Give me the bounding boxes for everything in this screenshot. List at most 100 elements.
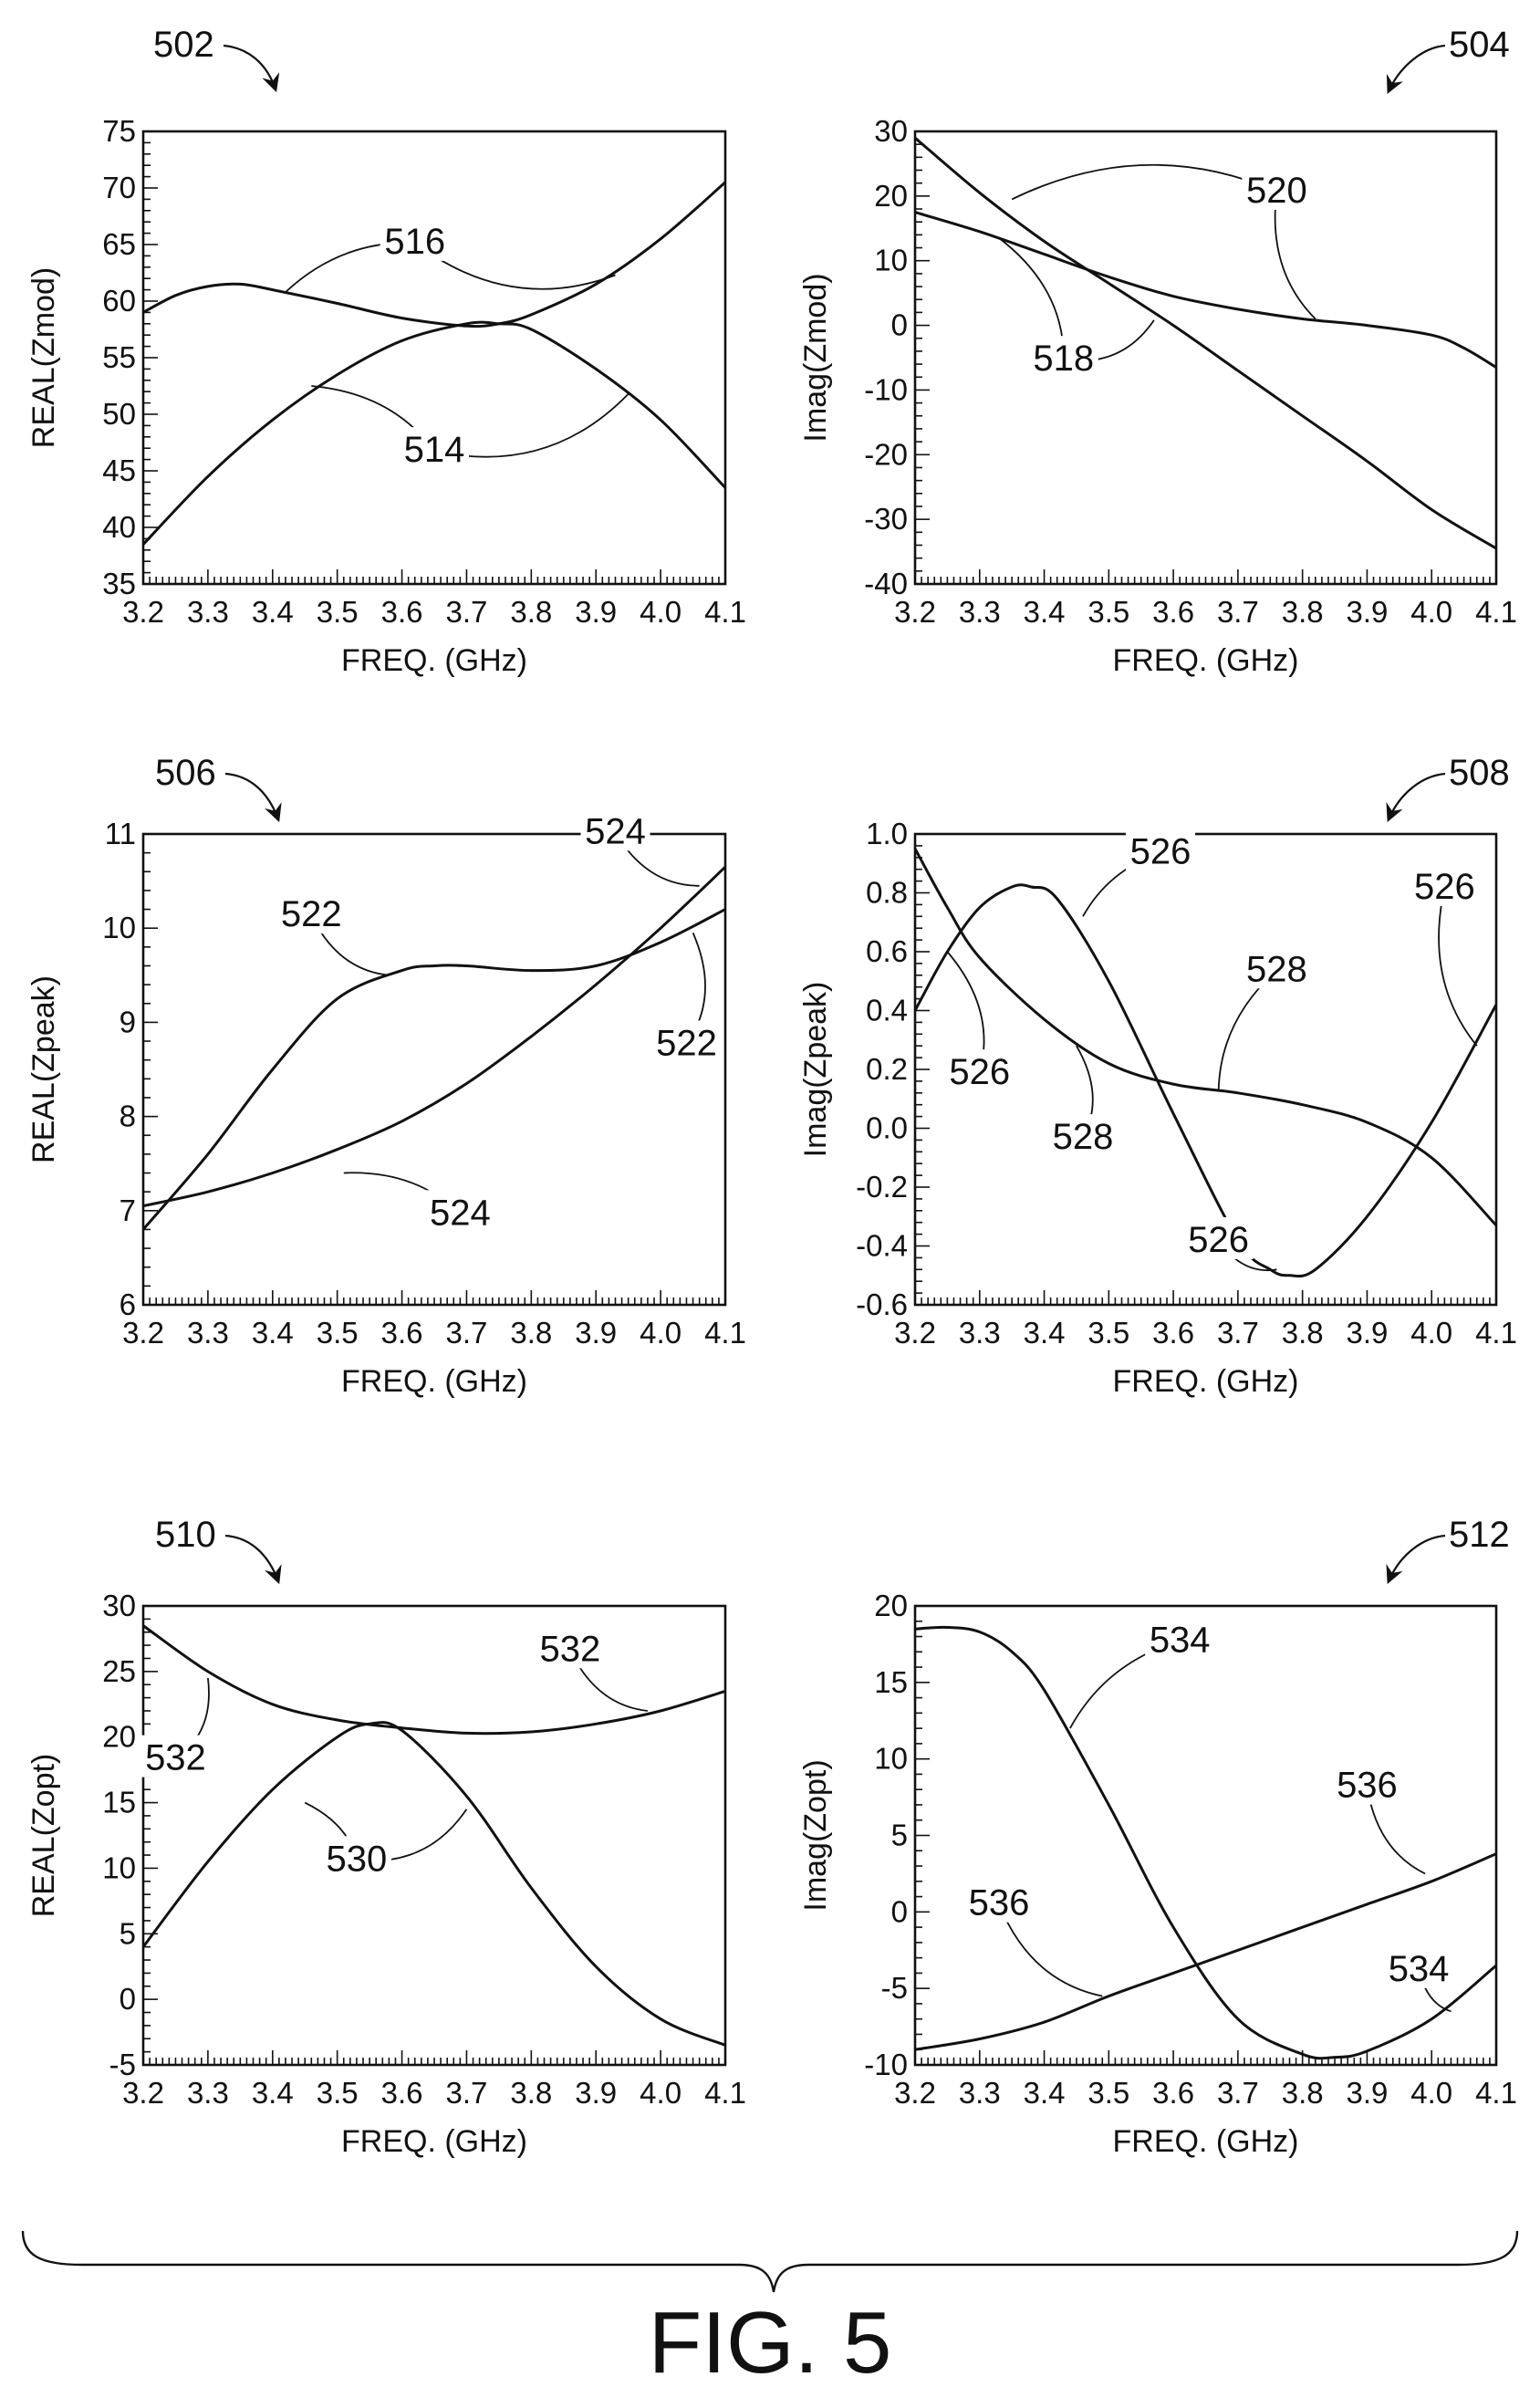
x-tick-label: 3.9 — [1347, 595, 1389, 629]
y-tick-label: 0.6 — [866, 934, 908, 968]
callout-label: 528 — [1053, 1117, 1114, 1157]
callout-label: 526 — [1130, 831, 1191, 871]
x-tick-label: 3.2 — [894, 595, 936, 629]
series-line-532 — [143, 1624, 725, 1736]
chart-ref-label: 506 — [155, 753, 216, 793]
callout-label: 534 — [1389, 1949, 1450, 1989]
y-tick-label: 10 — [102, 911, 136, 944]
series-line-526 — [915, 883, 1496, 1278]
y-tick-label: 7 — [120, 1194, 136, 1227]
y-tick-label: -0.4 — [856, 1229, 908, 1263]
x-tick-label: 3.5 — [317, 595, 359, 629]
x-tick-label: 3.8 — [510, 595, 552, 629]
y-tick-label: 8 — [120, 1100, 136, 1133]
callout-backing — [1410, 863, 1480, 906]
x-tick-label: 3.6 — [1152, 2076, 1194, 2110]
y-tick-label: 20 — [874, 1589, 908, 1622]
callout-label: 530 — [327, 1839, 388, 1879]
callout-leader — [1438, 887, 1478, 1047]
x-tick-label: 3.3 — [187, 595, 229, 629]
y-axis-label: REAL(Zpeak) — [26, 975, 61, 1163]
y-tick-label: 0 — [120, 1982, 136, 2016]
callout-backing — [651, 1020, 722, 1063]
x-tick-label: 3.6 — [1152, 595, 1194, 629]
series-line-520 — [915, 211, 1496, 369]
x-tick-label: 3.9 — [575, 2076, 617, 2110]
callout-backing — [1384, 1945, 1454, 1988]
callout-backing — [425, 1190, 495, 1233]
x-tick-label: 4.1 — [1475, 2076, 1517, 2110]
y-tick-label: 10 — [874, 1742, 908, 1776]
y-tick-label: 65 — [102, 227, 136, 261]
x-tick-label: 4.1 — [1475, 1316, 1517, 1350]
y-tick-label: 0.0 — [866, 1111, 908, 1145]
y-tick-label: 0 — [891, 1894, 908, 1928]
x-tick-label: 3.6 — [381, 595, 423, 629]
x-axis-label: FREQ. (GHz) — [341, 643, 527, 678]
callout-backing — [140, 1735, 211, 1777]
callout-label: 526 — [1414, 867, 1475, 907]
callout-backing — [276, 891, 347, 934]
x-tick-label: 3.7 — [1217, 595, 1259, 629]
callout-label: 522 — [656, 1024, 717, 1064]
x-axis-label: FREQ. (GHz) — [1113, 643, 1299, 678]
callout-backing — [1145, 1617, 1215, 1660]
callout-leader — [1011, 163, 1277, 201]
x-tick-label: 3.8 — [1282, 595, 1324, 629]
x-tick-label: 4.0 — [1410, 1316, 1452, 1350]
y-tick-label: -30 — [864, 502, 908, 536]
y-tick-label: 70 — [102, 171, 136, 204]
y-tick-label: 50 — [102, 397, 136, 431]
x-tick-label: 3.9 — [575, 1316, 617, 1350]
chart-ref-label: 508 — [1449, 753, 1510, 793]
x-tick-label: 3.2 — [894, 2076, 936, 2110]
y-axis-label: REAL(Zopt) — [26, 1754, 61, 1918]
y-tick-label: 0 — [891, 308, 908, 342]
x-tick-label: 3.7 — [1217, 1316, 1259, 1350]
chart-ref-arrow — [1386, 44, 1446, 94]
x-axis-label: FREQ. (GHz) — [1113, 1364, 1299, 1399]
callout-label: 534 — [1150, 1620, 1211, 1660]
y-tick-label: 6 — [120, 1287, 136, 1321]
x-tick-label: 3.7 — [1217, 2076, 1259, 2110]
x-tick-label: 3.6 — [381, 2076, 423, 2110]
y-tick-label: -20 — [864, 437, 908, 471]
chart-ref-arrow — [224, 772, 282, 823]
x-tick-label: 3.4 — [252, 2076, 294, 2110]
callout-backing — [535, 1626, 605, 1669]
x-axis-label: FREQ. (GHz) — [1113, 2124, 1299, 2159]
x-tick-label: 3.7 — [446, 2076, 488, 2110]
y-tick-label: 15 — [874, 1665, 908, 1699]
y-tick-label: 15 — [102, 1786, 136, 1819]
callout-backing — [1125, 829, 1195, 871]
y-tick-label: 20 — [102, 1720, 136, 1754]
callout-label: 520 — [1246, 171, 1307, 211]
callout-label: 532 — [145, 1738, 206, 1778]
callout-label: 518 — [1033, 339, 1094, 379]
callout-label: 524 — [430, 1193, 491, 1233]
chart-ref-arrow — [1386, 1534, 1446, 1585]
callout-backing — [580, 808, 650, 851]
y-axis-label: Imag(Zpeak) — [798, 982, 833, 1158]
callout-label: 528 — [1246, 949, 1307, 989]
x-tick-label: 3.3 — [187, 1316, 229, 1350]
callout-label: 522 — [281, 894, 342, 934]
y-tick-label: 25 — [102, 1654, 136, 1688]
y-tick-label: 0.2 — [866, 1052, 908, 1086]
y-tick-label: 11 — [105, 817, 136, 850]
x-tick-label: 3.9 — [575, 595, 617, 629]
y-tick-label: -10 — [864, 2048, 908, 2081]
x-tick-label: 4.0 — [640, 2076, 682, 2110]
series-line-534 — [915, 1625, 1496, 2060]
x-tick-label: 3.5 — [1087, 1316, 1129, 1350]
x-tick-label: 3.3 — [187, 2076, 229, 2110]
chart-ref-arrow — [1386, 772, 1446, 823]
y-axis-label: Imag(Zopt) — [798, 1759, 833, 1911]
x-tick-label: 3.4 — [1024, 595, 1066, 629]
callout-backing — [1242, 167, 1312, 210]
plot-frame — [913, 1604, 1498, 2067]
x-tick-label: 4.1 — [704, 2076, 746, 2110]
x-tick-label: 3.4 — [252, 1316, 294, 1350]
x-tick-label: 3.4 — [1024, 1316, 1066, 1350]
